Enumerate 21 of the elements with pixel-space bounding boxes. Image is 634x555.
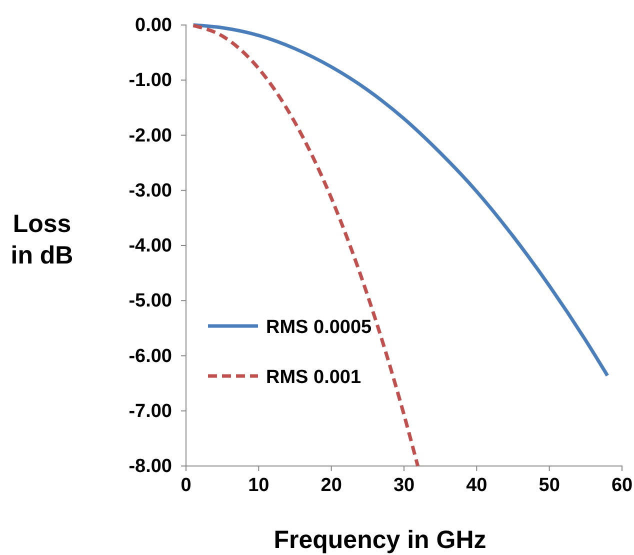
line-series — [192, 24, 420, 468]
y-tick-label: -6.00 — [128, 346, 172, 367]
x-tick-label: 0 — [180, 475, 192, 496]
y-tick-label: -8.00 — [128, 456, 172, 478]
y-tick-label: -3.00 — [128, 180, 172, 202]
y-tick-label: 0.00 — [135, 15, 172, 36]
y-axis-title: Loss in dB — [10, 210, 74, 270]
x-tick-label: 20 — [320, 475, 342, 496]
y-tick-label: -4.00 — [128, 236, 172, 257]
y-tick-label: -2.00 — [128, 125, 172, 146]
legend-label: RMS 0.001 — [266, 367, 362, 388]
legend-label: RMS 0.0005 — [266, 317, 372, 338]
y-tick-label: -1.00 — [128, 70, 172, 92]
x-tick-label: 40 — [466, 475, 488, 496]
x-tick-label: 50 — [538, 475, 560, 496]
x-axis-title: Frequency in GHz — [274, 526, 486, 554]
x-tick-label: 30 — [393, 475, 415, 496]
y-tick-label: -5.00 — [128, 290, 172, 312]
x-tick-label: 60 — [611, 475, 633, 496]
y-tick-label: -7.00 — [128, 400, 172, 422]
x-tick-label: 10 — [248, 475, 270, 496]
